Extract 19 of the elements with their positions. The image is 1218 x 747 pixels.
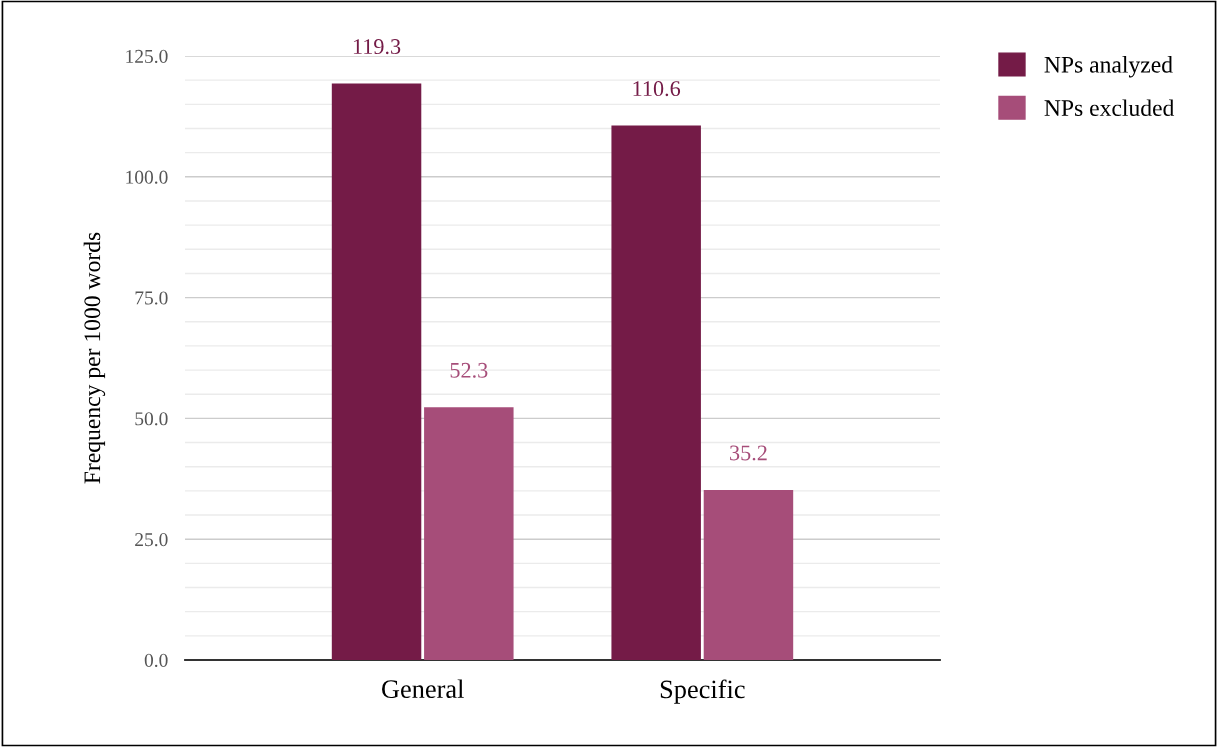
data-label: 119.3: [353, 39, 401, 55]
bar: [331, 83, 422, 660]
y-axis-title: Frequency per 1000 words: [83, 232, 106, 484]
y-tick-label: 100.0: [126, 170, 168, 184]
legend-label: NPs analyzed: [1044, 56, 1173, 78]
data-label: 52.3: [450, 362, 488, 378]
legend-label: NPs excluded: [1044, 99, 1175, 117]
data-label: 35.2: [730, 445, 767, 461]
x-tick-label: Specific: [660, 679, 745, 704]
bar: [424, 407, 514, 660]
y-tick-label: 50.0: [135, 412, 168, 426]
y-tick-label: 0.0: [144, 653, 168, 668]
y-tick-label: 125.0: [126, 49, 168, 64]
data-label: 110.6: [633, 81, 681, 97]
x-tick-label: General: [382, 679, 464, 699]
y-tick-label: 25.0: [135, 533, 168, 547]
bar: [611, 125, 701, 660]
bar: [703, 489, 794, 660]
y-tick-label: 75.0: [135, 291, 168, 305]
